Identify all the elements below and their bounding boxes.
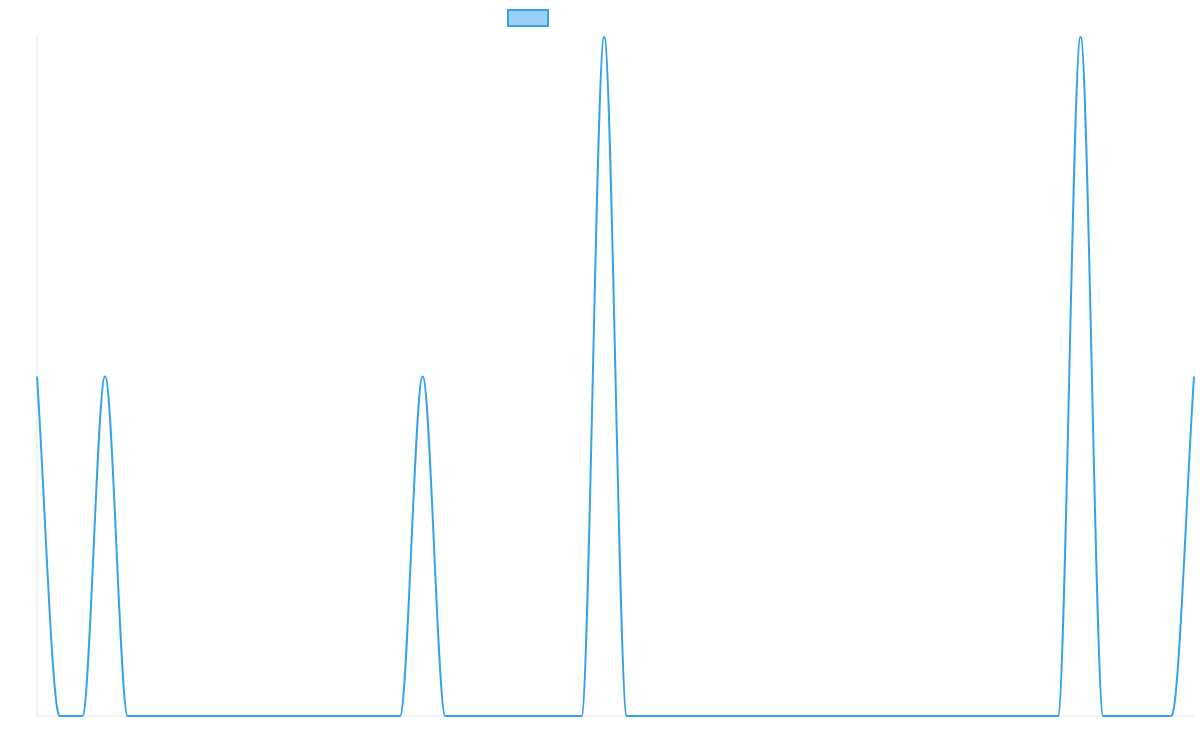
- legend: [508, 10, 548, 26]
- legend-swatch[interactable]: [508, 10, 548, 26]
- series-layer: [37, 37, 1194, 716]
- series-line: [37, 37, 1194, 716]
